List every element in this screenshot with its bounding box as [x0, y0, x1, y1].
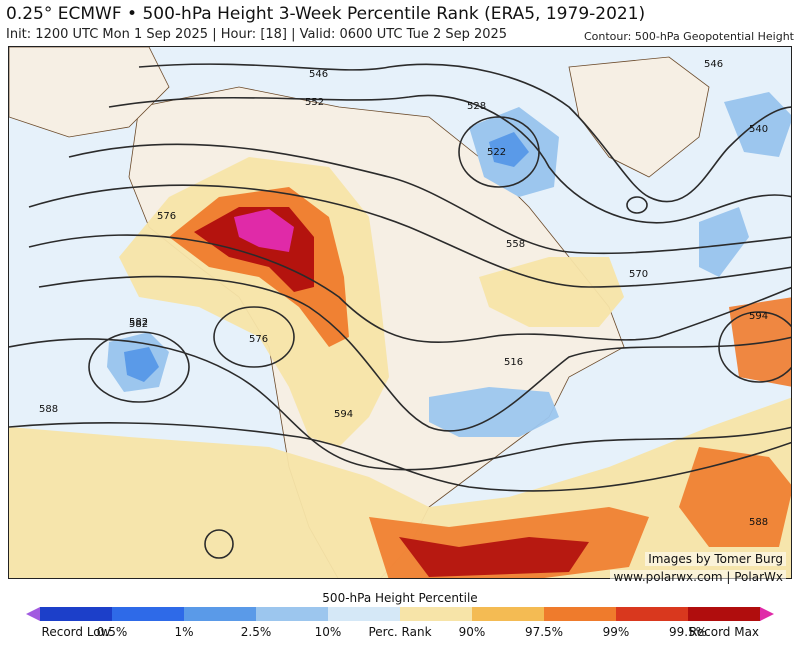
contour-line	[68, 143, 791, 255]
colorbar-segment	[328, 607, 401, 621]
colorbar-label: 97.5%	[524, 625, 564, 639]
colorbar-label: Record Max	[688, 625, 760, 639]
contour-label: 570	[629, 269, 648, 280]
contour-label: 540	[749, 124, 768, 135]
colorbar-label: Perc. Rank	[368, 625, 432, 639]
contour-line	[9, 338, 791, 471]
contour-label: 528	[467, 101, 486, 112]
anomaly-cool-east-us	[429, 387, 559, 437]
colorbar-segment	[40, 607, 113, 621]
map-title: 0.25° ECMWF • 500-hPa Height 3-Week Perc…	[6, 4, 646, 24]
land-alaska-west	[9, 47, 170, 138]
map-subtitle: Init: 1200 UTC Mon 1 Sep 2025 | Hour: [1…	[6, 27, 508, 42]
contour-note: Contour: 500-hPa Geopotential Height	[583, 30, 794, 43]
colorbar-label: 1%	[174, 625, 194, 639]
contour-label: 516	[504, 357, 523, 368]
colorbar-segment	[400, 607, 473, 621]
anomaly-hot-atlantic	[679, 447, 791, 547]
contour-ring	[204, 529, 234, 559]
anomaly-record-tropics	[399, 537, 589, 577]
contour-ring	[88, 331, 190, 403]
anomaly-cold-hudson	[489, 132, 529, 167]
credit-author: Images by Tomer Burg	[645, 552, 786, 566]
colorbar-label: 99.5%	[668, 625, 708, 639]
colorbar-cap-low	[26, 607, 40, 621]
contour-label: 588	[39, 404, 58, 415]
contour-ring	[458, 116, 540, 188]
contour-label: 546	[309, 69, 328, 80]
contour-label: 552	[305, 97, 324, 108]
anomaly-max-west	[234, 209, 294, 252]
anomaly-cool-arctic-ne	[724, 92, 791, 157]
anomaly-cool-north-atlantic	[699, 207, 749, 277]
contour-label: 582	[129, 319, 148, 330]
contour-label: 594	[334, 409, 353, 420]
contour-line	[138, 63, 791, 203]
contour-line	[108, 94, 791, 224]
credit-website[interactable]: www.polarwx.com | PolarWx	[610, 570, 786, 584]
contour-label: 588	[749, 517, 768, 528]
contour-label: 576	[157, 211, 176, 222]
colorbar-segment	[544, 607, 617, 621]
colorbar-segment	[472, 607, 545, 621]
colorbar-label: 0.5%	[96, 625, 128, 639]
contour-line	[28, 184, 791, 288]
contour-ring	[626, 196, 648, 214]
contour-line	[38, 275, 791, 432]
colorbar-title: 500-hPa Height Percentile	[322, 591, 478, 605]
contour-label: 522	[487, 147, 506, 158]
contour-label-group: 546 552 558 570 576 582 588 594 528 522 …	[39, 59, 768, 528]
anomaly-hot-east-atlantic	[729, 297, 791, 387]
colorbar	[26, 607, 774, 621]
contour-label: 594	[749, 311, 768, 322]
colorbar-segment	[184, 607, 257, 621]
map-svg: 546 552 558 570 576 582 588 594 528 522 …	[9, 47, 791, 578]
colorbar-label: 90%	[458, 625, 486, 639]
colorbar-label: 2.5%	[240, 625, 272, 639]
contour-line	[9, 422, 791, 492]
contour-line	[28, 234, 791, 343]
colorbar-segment	[256, 607, 329, 621]
anomaly-warm-canada-east	[479, 257, 624, 327]
anomaly-cold-pacific	[124, 347, 159, 382]
contour-label: 558	[506, 239, 525, 250]
map-panel: 546 552 558 570 576 582 588 594 528 522 …	[8, 46, 792, 579]
colorbar-label: 99%	[602, 625, 630, 639]
colorbar-segments	[26, 607, 774, 621]
contour-ring	[213, 306, 295, 368]
colorbar-segment	[112, 607, 185, 621]
height-contours	[9, 63, 791, 559]
colorbar-labels: Record Low 0.5% 1% 2.5% 10% Perc. Rank 90% 97.5…	[26, 625, 774, 641]
contour-label: 582	[129, 317, 148, 328]
contour-label: 546	[704, 59, 723, 70]
colorbar-label: Record Low	[41, 625, 111, 639]
colorbar-segment	[688, 607, 761, 621]
colorbar-label: 10%	[314, 625, 342, 639]
contour-label: 576	[249, 334, 268, 345]
colorbar-cap-high	[760, 607, 774, 621]
contour-ring	[718, 311, 791, 383]
colorbar-segment	[616, 607, 689, 621]
